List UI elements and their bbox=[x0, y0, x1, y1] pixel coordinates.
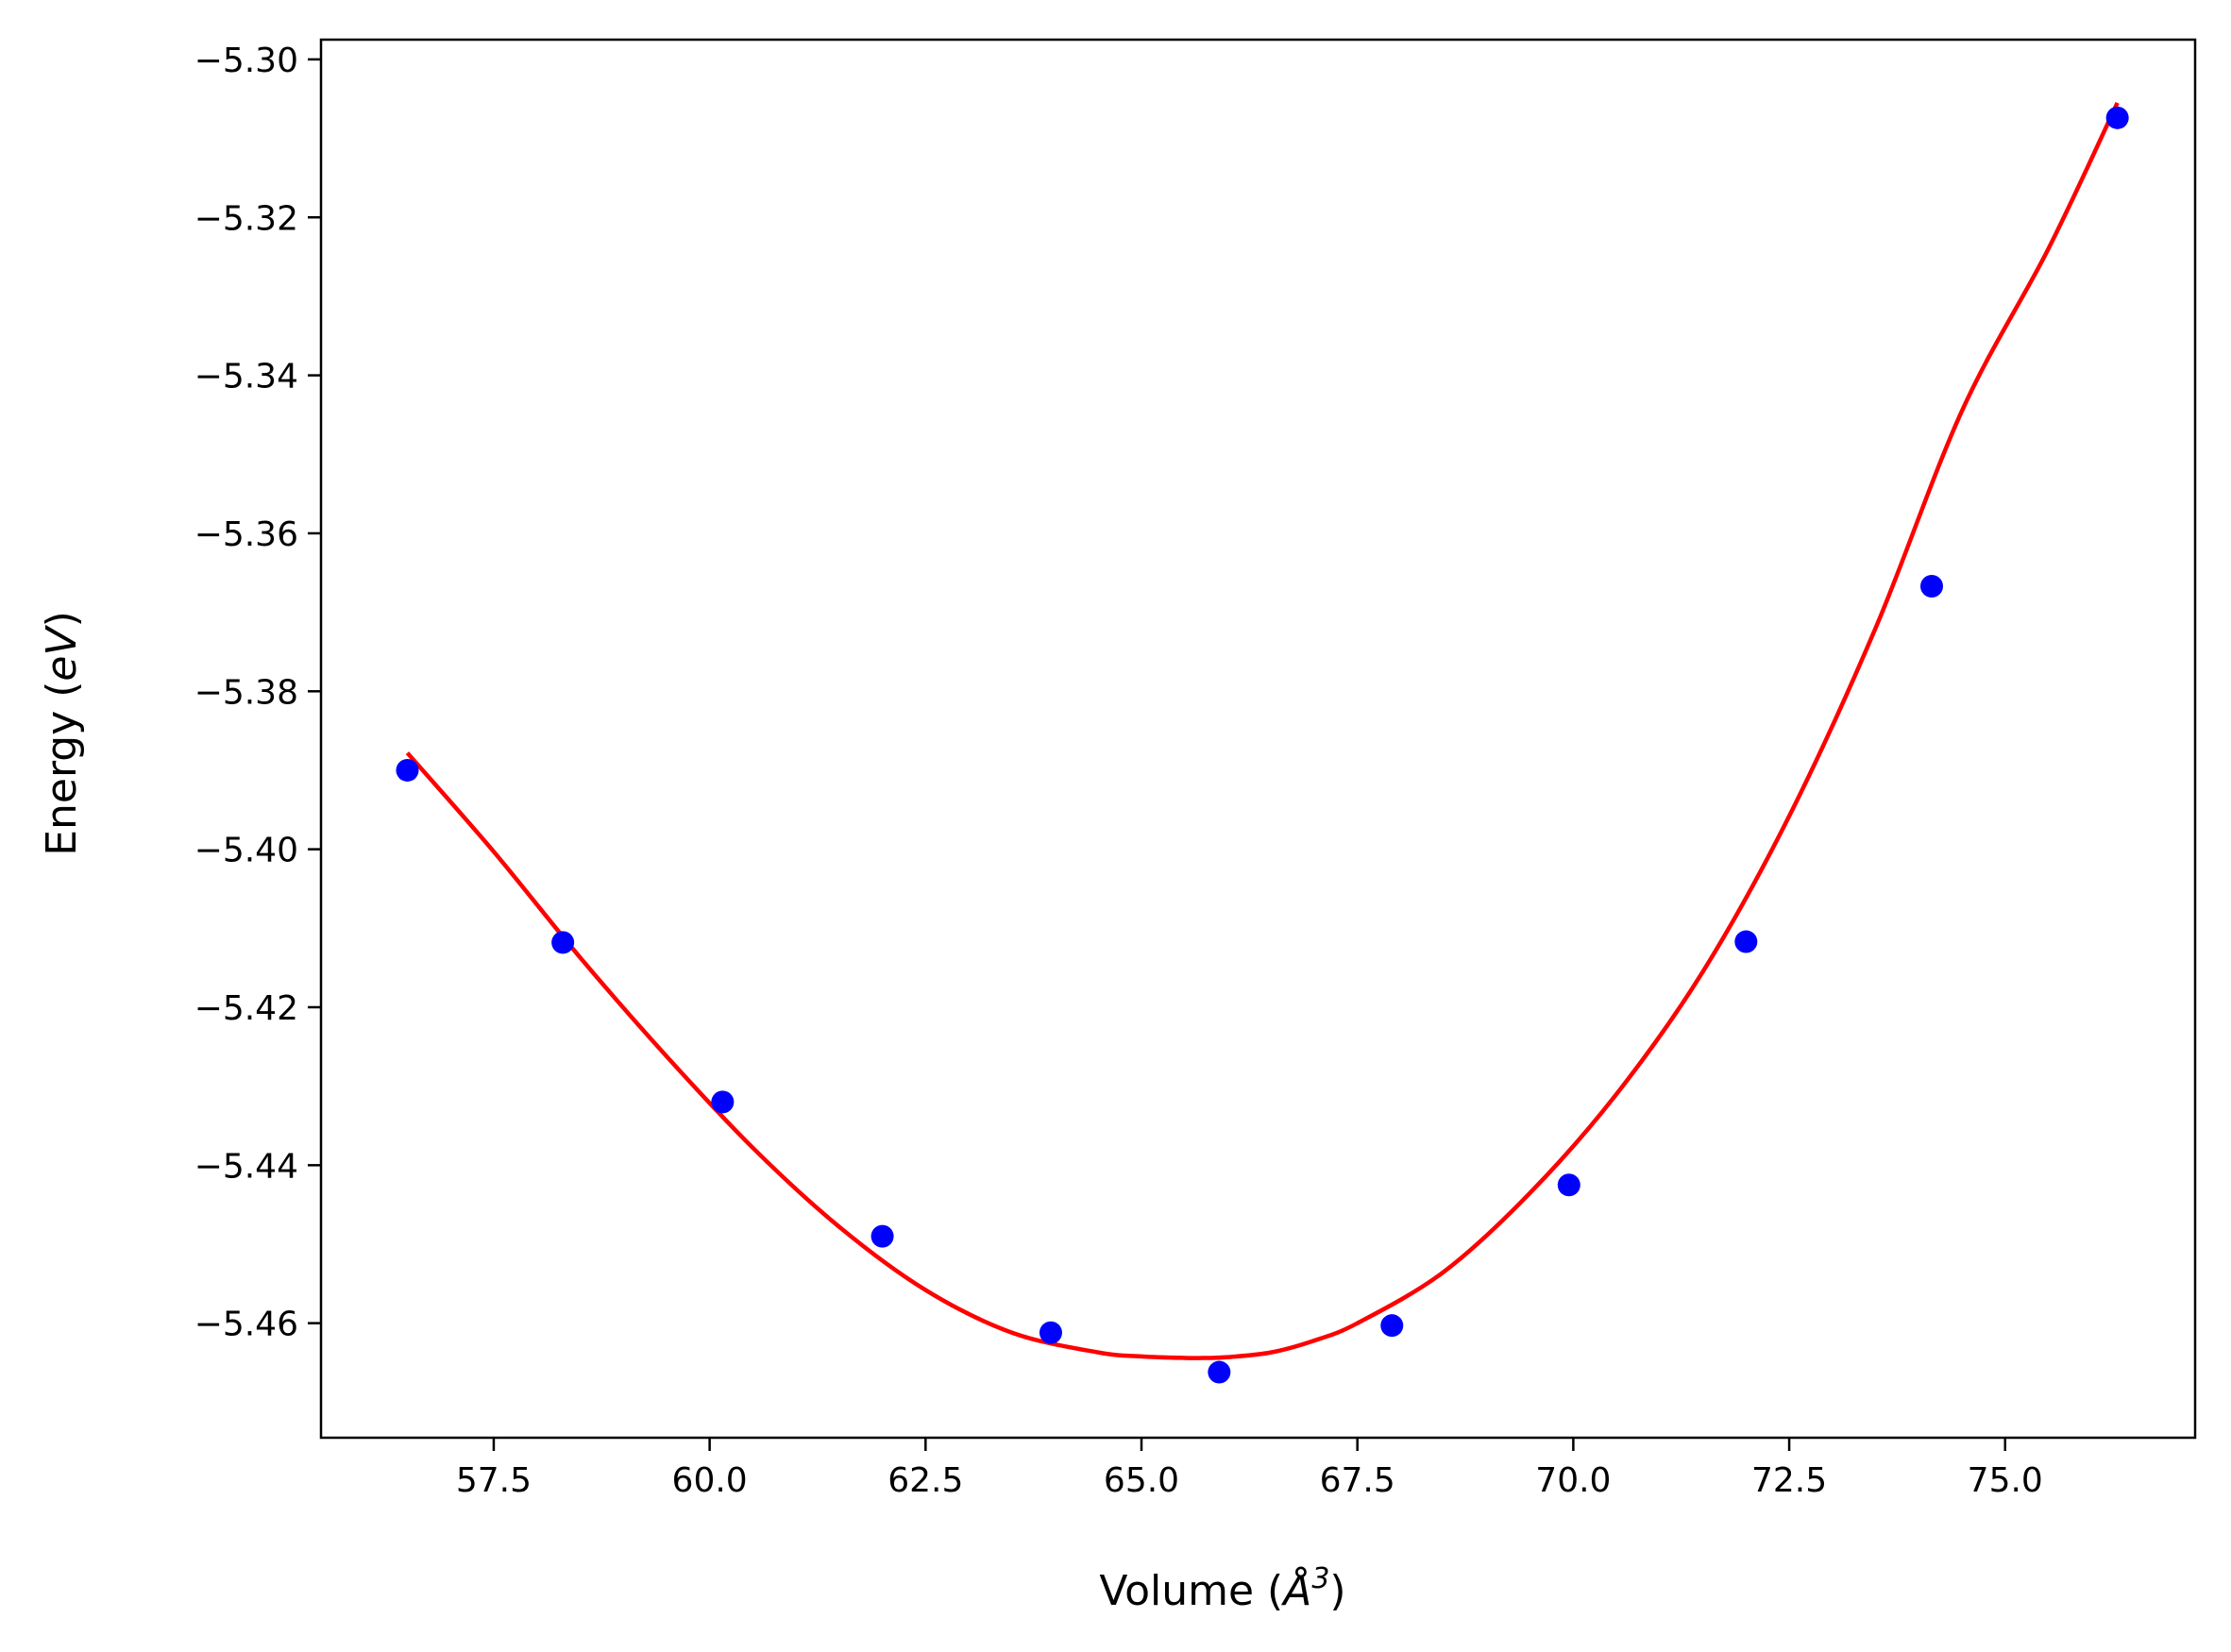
plot-frame bbox=[319, 38, 2197, 1440]
data-point bbox=[1734, 930, 1758, 953]
y-axis-label-suffix: ) bbox=[38, 611, 86, 627]
x-tick-label: 72.5 bbox=[1751, 1461, 1827, 1500]
y-tick-label: −5.30 bbox=[194, 42, 298, 80]
data-point bbox=[1380, 1314, 1404, 1338]
y-axis-label: Energy (eV) bbox=[38, 611, 86, 856]
x-tick-label: 67.5 bbox=[1320, 1461, 1395, 1500]
y-axis-label-prefix: Energy ( bbox=[38, 682, 86, 856]
x-tick-label: 60.0 bbox=[672, 1461, 748, 1500]
fit-curve-layer bbox=[405, 101, 2120, 1360]
y-tick-label: −5.46 bbox=[194, 1306, 298, 1344]
x-axis-label-suffix: ) bbox=[1329, 1567, 1345, 1615]
data-point bbox=[870, 1224, 894, 1248]
y-axis-label-unit: eV bbox=[38, 625, 86, 682]
y-tick-label: −5.36 bbox=[194, 515, 298, 554]
x-axis-label-prefix: Volume ( bbox=[1099, 1567, 1283, 1615]
data-point bbox=[1557, 1173, 1580, 1197]
fit-curve-line bbox=[405, 101, 2120, 1360]
x-tick-label: 70.0 bbox=[1535, 1461, 1611, 1500]
data-point bbox=[1208, 1360, 1231, 1384]
x-tick-label: 57.5 bbox=[456, 1461, 532, 1500]
data-point bbox=[2105, 106, 2129, 129]
x-axis-label: Volume (Å3) bbox=[1099, 1562, 1345, 1615]
data-points-layer bbox=[396, 106, 2129, 1384]
data-point bbox=[551, 931, 575, 954]
x-axis-ticks: 57.5 60.0 62.5 65.0 67.5 70.0 72.5 75.0 bbox=[456, 1438, 2043, 1500]
y-tick-label: −5.38 bbox=[194, 673, 298, 712]
x-axis-label-unit: Å bbox=[1280, 1565, 1311, 1615]
x-tick-label: 75.0 bbox=[1968, 1461, 2043, 1500]
x-axis-label-exponent: 3 bbox=[1311, 1562, 1329, 1595]
y-tick-label: −5.40 bbox=[194, 832, 298, 870]
data-point bbox=[711, 1090, 735, 1114]
y-tick-label: −5.44 bbox=[194, 1147, 298, 1186]
data-point bbox=[1920, 575, 1944, 598]
x-tick-label: 65.0 bbox=[1104, 1461, 1179, 1500]
data-point bbox=[396, 758, 419, 782]
y-tick-label: −5.42 bbox=[194, 989, 298, 1028]
y-tick-label: −5.34 bbox=[194, 358, 298, 396]
data-point bbox=[1039, 1321, 1062, 1344]
x-tick-label: 62.5 bbox=[887, 1461, 963, 1500]
y-axis-ticks: −5.46 −5.44 −5.42 −5.40 −5.38 −5.36 −5.34 −5.32… bbox=[194, 42, 321, 1344]
y-tick-label: −5.32 bbox=[194, 199, 298, 238]
